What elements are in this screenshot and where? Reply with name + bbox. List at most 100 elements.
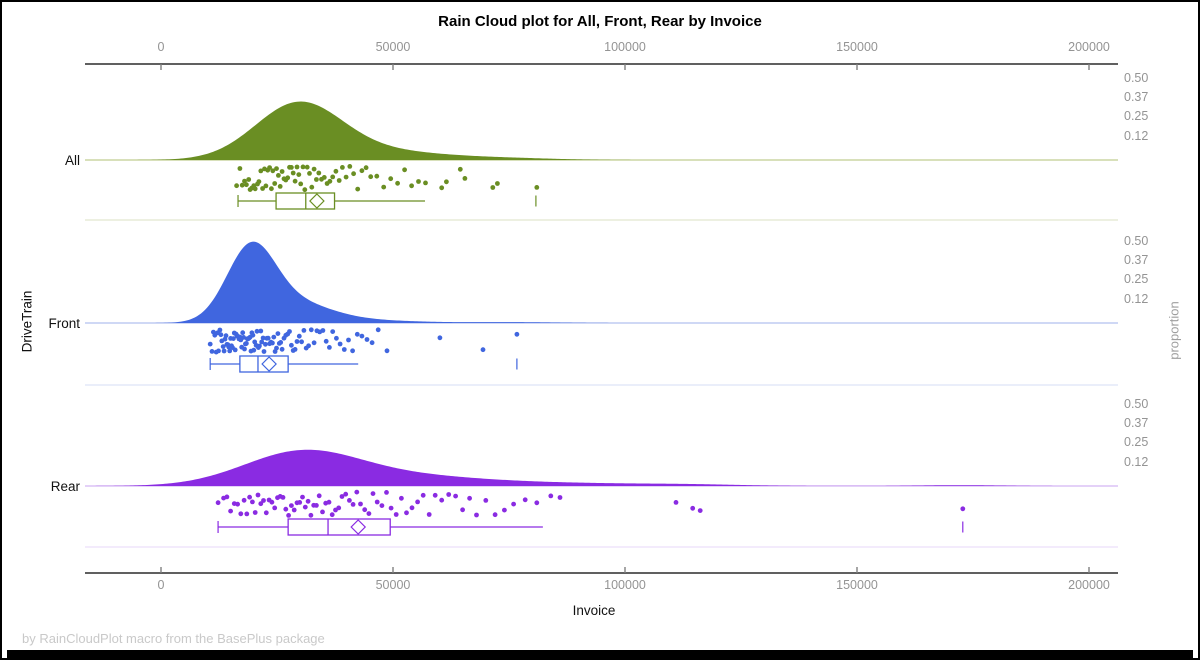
rain-point xyxy=(960,506,966,512)
rain-point xyxy=(343,491,349,497)
rain-point xyxy=(244,511,250,517)
rain-point xyxy=(308,327,314,333)
rain-point xyxy=(257,343,262,349)
rain-point xyxy=(333,168,339,174)
iqr-box xyxy=(287,518,391,536)
rain-point xyxy=(363,165,369,171)
bottom-x-tick-label: 0 xyxy=(157,578,165,592)
rain-point xyxy=(369,340,375,346)
rain-point xyxy=(340,165,345,170)
rain-point xyxy=(502,507,507,513)
rain-point xyxy=(289,503,294,508)
rain-point xyxy=(270,340,275,346)
rain-point xyxy=(393,512,399,517)
rain-point xyxy=(302,187,308,193)
rain-point xyxy=(261,498,266,503)
rain-point xyxy=(259,339,265,345)
density-curve xyxy=(85,101,1118,160)
rain-point xyxy=(460,507,465,513)
proportion-tick-label: 0.25 xyxy=(1124,109,1149,123)
proportion-tick-label: 0.50 xyxy=(1124,71,1149,85)
rain-point xyxy=(207,341,213,347)
rain-point xyxy=(366,511,372,516)
rain-point xyxy=(270,168,276,174)
rain-point xyxy=(453,493,458,499)
rain-point xyxy=(423,180,428,186)
chart-title: Rain Cloud plot for All, Front, Rear by … xyxy=(438,13,762,30)
iqr-box xyxy=(239,355,289,373)
rain-point xyxy=(483,498,489,503)
rain-point xyxy=(255,492,261,498)
rain-point xyxy=(320,509,325,515)
rain-point xyxy=(444,179,449,185)
rain-point xyxy=(286,513,291,518)
rain-point xyxy=(480,347,486,353)
rain-point xyxy=(350,502,356,507)
rain-point xyxy=(299,339,304,345)
proportion-tick-label: 0.12 xyxy=(1124,129,1149,143)
rain-point xyxy=(514,331,520,337)
rain-point xyxy=(309,184,315,190)
rain-point xyxy=(209,349,215,354)
rain-point xyxy=(306,343,311,349)
rain-point xyxy=(242,346,247,352)
rain-point xyxy=(355,186,361,192)
band-front xyxy=(85,241,1118,386)
rain-point xyxy=(330,174,336,180)
rain-point xyxy=(388,505,394,511)
rain-point xyxy=(215,500,221,506)
proportion-tick-label: 0.37 xyxy=(1124,416,1149,430)
rain-point xyxy=(263,510,269,516)
rain-point xyxy=(258,168,264,174)
rain-point xyxy=(374,173,380,179)
rain-point xyxy=(272,505,278,511)
rain-point xyxy=(252,186,258,192)
rain-point xyxy=(261,349,267,354)
rain-point xyxy=(276,173,281,178)
rain-point xyxy=(263,183,269,189)
rain-point xyxy=(690,505,696,511)
proportion-tick-label: 0.37 xyxy=(1124,90,1149,104)
rain-point xyxy=(359,333,365,339)
rain-point xyxy=(370,491,376,496)
rain-point xyxy=(404,510,409,516)
rain-point xyxy=(347,164,353,169)
rain-point xyxy=(250,499,255,505)
rain-point xyxy=(300,164,306,170)
rain-point xyxy=(341,347,347,352)
rain-point xyxy=(402,167,407,173)
rain-point xyxy=(354,489,360,495)
rain-point xyxy=(298,181,304,187)
rain-point xyxy=(395,180,400,186)
rain-point xyxy=(244,341,249,346)
rain-point xyxy=(274,345,279,351)
bottom-bar xyxy=(7,650,1193,658)
rain-point xyxy=(278,340,284,345)
proportion-tick-label: 0.50 xyxy=(1124,397,1149,411)
rain-point xyxy=(250,332,256,338)
rain-point xyxy=(350,348,355,354)
rain-point xyxy=(327,178,333,184)
rain-point xyxy=(218,332,224,338)
rain-point xyxy=(304,164,310,170)
rain-point xyxy=(368,174,374,180)
rain-point xyxy=(492,512,498,518)
rain-point xyxy=(216,348,221,354)
rain-point xyxy=(241,335,247,340)
rain-point xyxy=(296,333,302,339)
proportion-tick-label: 0.12 xyxy=(1124,292,1149,306)
bottom-x-tick-label: 50000 xyxy=(375,578,411,592)
rain-point xyxy=(337,341,343,347)
proportion-tick-label: 0.50 xyxy=(1124,234,1149,248)
rain-point xyxy=(307,171,312,176)
rain-point xyxy=(275,331,281,336)
rain-point xyxy=(314,177,319,182)
category-label-all: All xyxy=(64,153,80,168)
rain-point xyxy=(265,335,271,341)
rain-point xyxy=(279,169,285,174)
top-x-tick-label: 150000 xyxy=(836,40,878,54)
band-all xyxy=(85,101,1118,221)
rain-point xyxy=(347,498,352,503)
rain-point xyxy=(437,335,443,341)
